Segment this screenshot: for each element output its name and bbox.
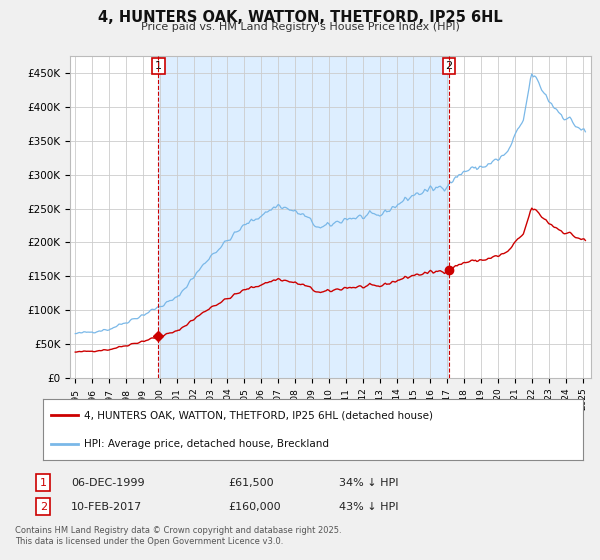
Text: This data is licensed under the Open Government Licence v3.0.: This data is licensed under the Open Gov… <box>15 538 283 547</box>
Text: £61,500: £61,500 <box>228 478 274 488</box>
Text: 43% ↓ HPI: 43% ↓ HPI <box>339 502 398 512</box>
Text: 1: 1 <box>40 478 47 488</box>
Bar <box>158 56 449 378</box>
Text: £160,000: £160,000 <box>228 502 281 512</box>
Text: 2: 2 <box>446 61 452 71</box>
Text: HPI: Average price, detached house, Breckland: HPI: Average price, detached house, Brec… <box>83 438 329 449</box>
Text: 2: 2 <box>40 502 47 512</box>
Text: Price paid vs. HM Land Registry's House Price Index (HPI): Price paid vs. HM Land Registry's House … <box>140 22 460 32</box>
Text: 4, HUNTERS OAK, WATTON, THETFORD, IP25 6HL: 4, HUNTERS OAK, WATTON, THETFORD, IP25 6… <box>98 10 502 25</box>
Text: 06-DEC-1999: 06-DEC-1999 <box>71 478 145 488</box>
Text: 34% ↓ HPI: 34% ↓ HPI <box>339 478 398 488</box>
Text: 10-FEB-2017: 10-FEB-2017 <box>71 502 142 512</box>
Text: 1: 1 <box>155 61 162 71</box>
Text: 4, HUNTERS OAK, WATTON, THETFORD, IP25 6HL (detached house): 4, HUNTERS OAK, WATTON, THETFORD, IP25 6… <box>83 410 433 421</box>
Text: Contains HM Land Registry data © Crown copyright and database right 2025.: Contains HM Land Registry data © Crown c… <box>15 526 341 535</box>
